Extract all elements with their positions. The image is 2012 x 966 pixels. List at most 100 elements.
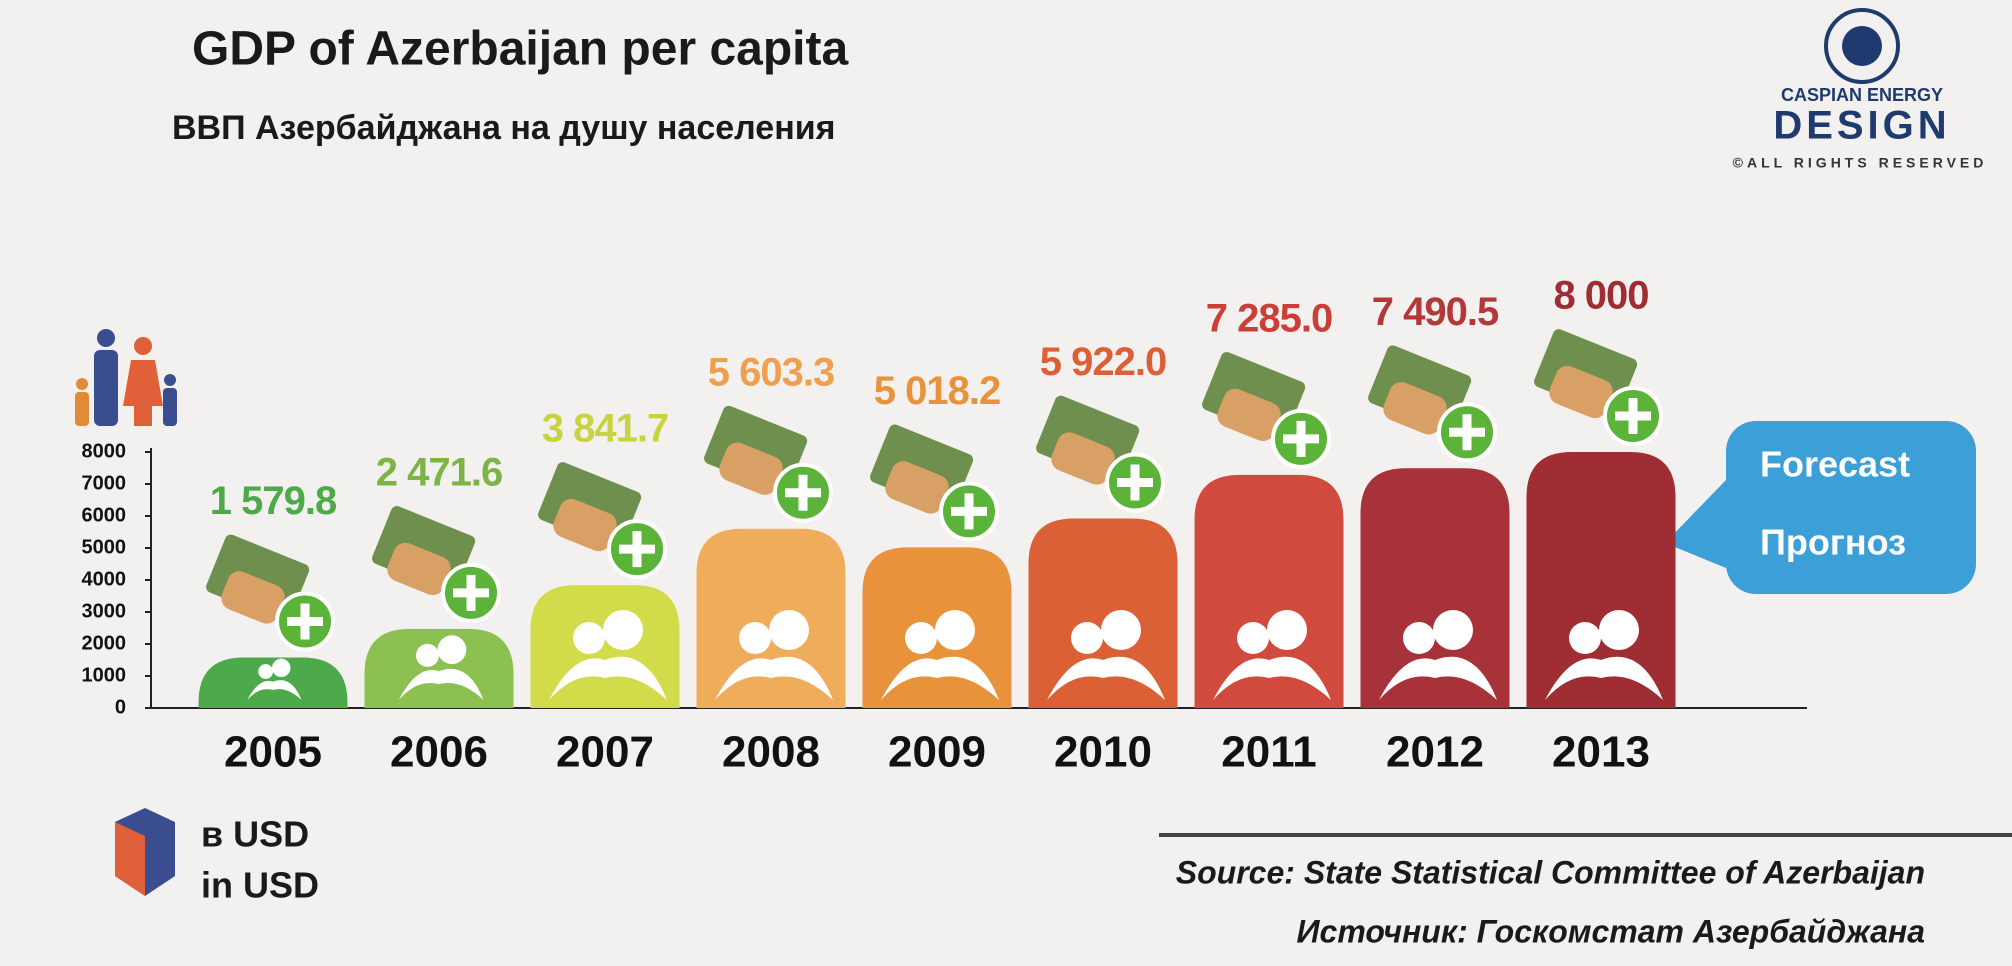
person-head: [1071, 622, 1103, 654]
value-label: 5 018.2: [874, 369, 1000, 413]
people-icon: [1545, 610, 1663, 700]
x-tick-label: 2006: [390, 728, 488, 777]
y-tick-label: 2000: [82, 632, 127, 654]
person-body: [1047, 656, 1165, 700]
plus-sign: [1449, 414, 1485, 451]
plus-sign: [1117, 464, 1153, 501]
x-tick-label: 2005: [224, 728, 322, 777]
money-hand: [221, 571, 285, 624]
y-tick-label: 7000: [82, 472, 127, 494]
x-tick-label: 2009: [888, 728, 986, 777]
x-tick-label: 2010: [1054, 728, 1152, 777]
money-hand: [719, 442, 783, 495]
people-icon: [1213, 610, 1331, 700]
bar: [696, 528, 846, 708]
value-label: 8 000: [1553, 274, 1648, 318]
person-head: [258, 664, 274, 679]
people-icon: [247, 658, 302, 700]
person-body: [1545, 656, 1663, 700]
money-icon: [704, 405, 833, 523]
logo-text: ©ALL RIGHTS RESERVED: [1733, 155, 1988, 171]
value-label: 5 922.0: [1040, 340, 1166, 384]
y-tick-label: 8000: [82, 440, 127, 462]
value-label: 1 579.8: [210, 479, 337, 523]
person-body: [1213, 656, 1331, 700]
person-head: [1433, 610, 1473, 650]
money-hand: [1217, 388, 1281, 442]
person-head: [1267, 610, 1307, 650]
plus-sign: [453, 574, 489, 611]
y-tick-label: 3000: [82, 600, 127, 622]
people-icon: [549, 610, 667, 700]
person-head: [1569, 622, 1601, 654]
money-hand: [1383, 382, 1447, 435]
value-label: 5 603.3: [708, 350, 834, 394]
plus-sign: [951, 493, 987, 530]
money-hand: [885, 461, 949, 514]
person-head: [1403, 622, 1435, 654]
people-icon: [881, 610, 999, 700]
logo: CASPIAN ENERGY DESIGN ©ALL RIGHTS RESERV…: [1733, 8, 1988, 171]
person-head: [905, 622, 937, 654]
y-tick-label: 0: [115, 696, 126, 718]
money-hand: [553, 498, 617, 552]
plus-sign: [287, 603, 323, 640]
bar: [1360, 468, 1510, 708]
y-tick-label: 6000: [82, 504, 127, 526]
x-tick-label: 2011: [1221, 728, 1316, 777]
x-tick-label: 2012: [1386, 728, 1484, 777]
person-head: [272, 658, 291, 678]
people-icon: [1047, 610, 1165, 700]
value-label: 3 841.7: [542, 407, 668, 451]
chart-title: GDP of Azerbaijan per capita: [192, 23, 848, 76]
plus-sign: [619, 531, 655, 568]
money-hand: [1051, 432, 1115, 485]
logo-text: CASPIAN ENERGY: [1781, 85, 1943, 105]
callout-box: [1726, 421, 1976, 594]
person-body: [247, 680, 302, 700]
person-head: [437, 635, 467, 665]
money-icon: [206, 534, 335, 652]
person-body: [881, 656, 999, 700]
callout-pointer: [1665, 480, 1726, 568]
money-icon: [1368, 345, 1497, 463]
plus-sign: [1283, 420, 1319, 457]
logo-text: DESIGN: [1773, 104, 1950, 148]
money-icon: [372, 506, 501, 623]
money-icon: [1202, 352, 1331, 469]
units-icon: [115, 808, 175, 896]
logo-ring: [1824, 8, 1900, 84]
forecast-callout: Forecast Прогноз: [1665, 421, 1976, 594]
person-head: [769, 610, 809, 650]
person-head: [1101, 610, 1141, 650]
x-tick-label: 2008: [722, 728, 820, 777]
person-body: [398, 668, 484, 700]
annotation: Forecast: [1760, 444, 1910, 485]
people-icon: [715, 610, 833, 700]
person-body: [549, 656, 667, 700]
plus-sign: [1615, 398, 1651, 434]
money-icon: [538, 462, 667, 580]
family-icon: [75, 329, 177, 426]
source-text: Источник: Госкомстат Азербайджана: [1297, 913, 1925, 949]
people-icon: [1379, 610, 1497, 700]
chart-subtitle: ВВП Азербайджана на душу населения: [172, 109, 835, 147]
bar: [1194, 474, 1344, 708]
person-body: [715, 656, 833, 700]
logo-center: [1842, 26, 1882, 66]
people-icon: [398, 635, 484, 700]
person-head: [603, 610, 643, 650]
person-head: [739, 622, 771, 654]
source-text: Source: State Statistical Committee of A…: [1176, 854, 1925, 890]
money-icon: [1036, 395, 1165, 513]
value-label: 7 490.5: [1372, 290, 1499, 334]
bar: [1028, 518, 1178, 708]
plus-sign: [785, 474, 821, 511]
y-tick-label: 1000: [82, 664, 127, 686]
person-head: [1599, 610, 1639, 650]
person-head: [935, 610, 975, 650]
y-tick-label: 5000: [82, 536, 127, 558]
money-hand: [387, 542, 451, 596]
y-tick-label: 4000: [82, 568, 127, 590]
